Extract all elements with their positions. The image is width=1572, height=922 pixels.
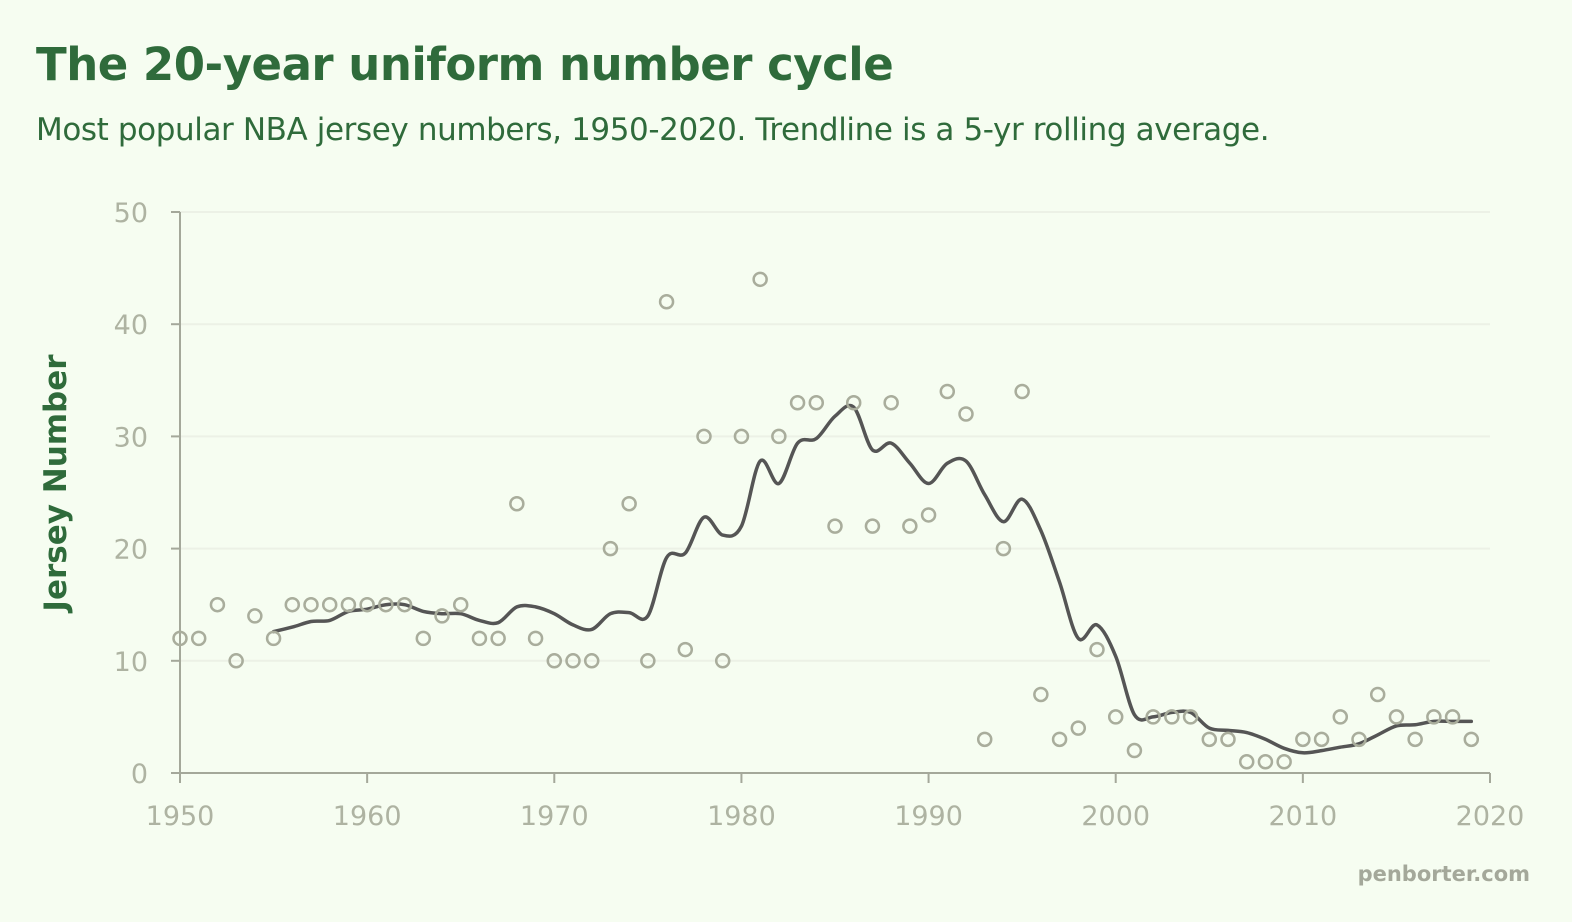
scatter-point: [1426, 709, 1442, 725]
scatter-point: [340, 596, 357, 613]
scatter-point: [452, 596, 469, 613]
scatter-point: [209, 596, 226, 613]
scatter-point: [1388, 709, 1405, 725]
scatter-point: [752, 271, 768, 288]
scatter-point: [939, 383, 956, 400]
chart-subtitle: Most popular NBA jersey numbers, 1950-20…: [36, 112, 1270, 148]
scatter-point: [958, 406, 974, 422]
scatter-point: [640, 653, 656, 669]
source-credit: penborter.com: [1357, 862, 1530, 886]
scatter-point: [1051, 731, 1068, 748]
scatter-point: [509, 495, 525, 512]
scatter-point: [247, 608, 263, 624]
gridlines: [180, 211, 1490, 662]
y-axis-label: Jersey Number: [38, 354, 74, 614]
scatter-point: [827, 518, 843, 534]
scatter-point: [490, 630, 506, 647]
y-tick-label: 30: [114, 422, 148, 453]
scatter-point: [789, 394, 806, 411]
scatter-point: [902, 518, 918, 534]
scatter-point: [920, 507, 937, 523]
scatter-point: [771, 428, 787, 445]
scatter-point: [1201, 731, 1218, 748]
y-tick-label: 20: [114, 535, 148, 566]
y-tick-label: 10: [114, 647, 148, 678]
scatter-point: [658, 294, 675, 310]
trendline: [271, 403, 1474, 755]
scatter-point: [1295, 731, 1311, 748]
scatter-point: [303, 596, 319, 613]
scatter-point: [190, 630, 207, 647]
scatter-point: [565, 653, 581, 669]
x-tick-label: 2020: [1456, 801, 1525, 832]
scatter-point: [1332, 709, 1349, 725]
scatter-point: [1351, 731, 1367, 748]
scatter-point: [1033, 686, 1049, 703]
scatter-point: [1463, 731, 1480, 748]
scatter-point: [396, 596, 413, 613]
scatter-point: [1276, 754, 1292, 770]
scatter-point: [172, 630, 188, 647]
scatter-point: [1070, 720, 1087, 736]
scatter-point: [995, 540, 1012, 557]
scatter-point: [546, 653, 563, 669]
scatter-point: [265, 630, 282, 647]
x-tick-label: 1970: [520, 801, 589, 832]
x-tick-label: 1960: [333, 801, 402, 832]
scatter-point: [359, 596, 375, 613]
x-tick-label: 2000: [1081, 801, 1150, 832]
scatter-point: [527, 630, 544, 647]
x-tick-label: 1980: [707, 801, 776, 832]
scatter-point: [696, 428, 712, 445]
scatter-point: [883, 394, 899, 411]
y-tick-label: 0: [131, 759, 148, 790]
chart-title: The 20-year uniform number cycle: [36, 38, 894, 91]
scatter-point: [864, 518, 881, 534]
x-tick-label: 1950: [146, 801, 215, 832]
scatter-point: [1126, 742, 1143, 759]
scatter-point: [602, 540, 619, 557]
scatter-point: [1164, 709, 1180, 725]
scatter-point: [808, 394, 825, 411]
y-tick-label: 50: [114, 198, 148, 229]
y-tick-label: 40: [114, 310, 148, 341]
scatter-point: [321, 596, 338, 613]
scatter-point: [1407, 731, 1423, 748]
data-points: [172, 271, 1480, 770]
scatter-point: [845, 394, 862, 411]
scatter-point: [621, 495, 637, 512]
scatter-point: [1145, 709, 1161, 725]
x-tick-label: 1990: [894, 801, 963, 832]
scatter-point: [677, 641, 694, 658]
scatter-point: [1089, 641, 1105, 658]
axes: 0 10 20 30 40 50 1950 1960 1970 1980 1990 2000 2010 2…: [114, 198, 1525, 832]
scatter-point: [415, 630, 432, 647]
scatter-point: [714, 653, 731, 669]
scatter-point: [228, 653, 244, 669]
scatter-point: [1444, 709, 1461, 725]
trendline-layer: [271, 403, 1474, 755]
scatter-point: [1014, 383, 1030, 400]
scatter-point: [1238, 754, 1255, 770]
scatter-point: [733, 428, 750, 445]
scatter-point: [284, 596, 301, 613]
scatter-point: [583, 653, 600, 669]
scatter-point: [1220, 731, 1236, 748]
scatter-point: [1182, 709, 1199, 725]
scatter-point: [976, 731, 993, 748]
scatter-point: [1313, 731, 1330, 748]
scatter-point: [378, 596, 394, 613]
scatter-point: [1369, 686, 1386, 703]
scatter-point: [1257, 754, 1274, 770]
scatter-point: [471, 630, 488, 647]
scatter-point: [434, 608, 450, 624]
x-tick-label: 2010: [1268, 801, 1337, 832]
scatter-point: [1107, 709, 1124, 725]
